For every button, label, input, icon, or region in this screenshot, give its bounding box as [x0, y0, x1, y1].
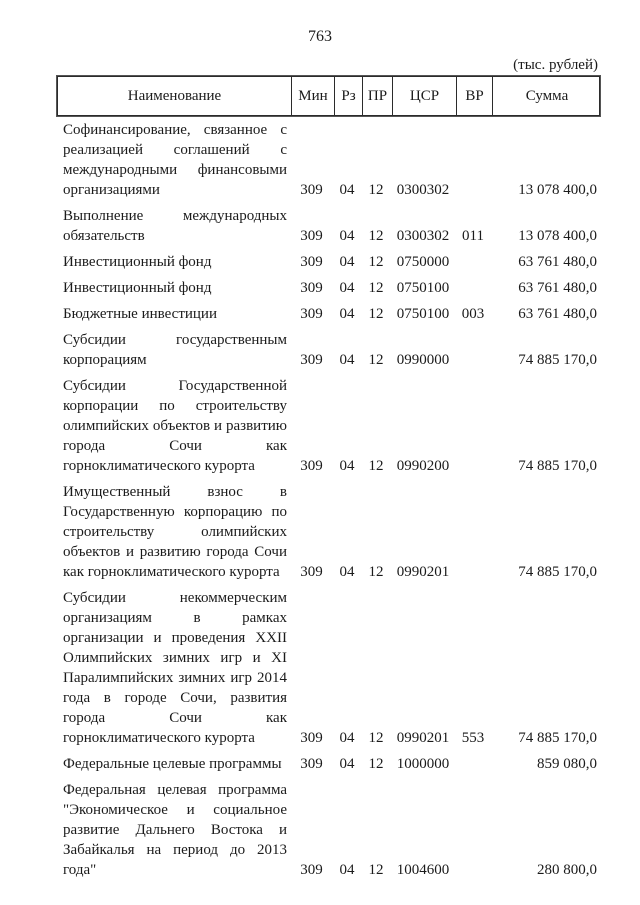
table-header-row: Наименование Мин Рз ПР ЦСР ВР Сумма	[56, 75, 601, 117]
table-row: Федеральные целевые программы 309 04 12 …	[57, 754, 600, 774]
sum-cell: 74 885 170,0	[518, 458, 597, 474]
sum-cell: 13 078 400,0	[518, 182, 597, 198]
min-cell: 309	[300, 306, 323, 322]
pr-cell: 12	[368, 862, 384, 878]
vr-cell: 011	[462, 228, 484, 244]
rz-cell: 04	[339, 228, 355, 244]
sum-cell: 63 761 480,0	[518, 306, 597, 322]
table-row: Субсидии государственным корпорациям 309…	[57, 330, 600, 370]
rz-cell: 04	[339, 254, 355, 270]
min-cell: 309	[300, 564, 323, 580]
header-cell-sum: Сумма	[492, 77, 601, 115]
rz-cell: 04	[339, 306, 355, 322]
pr-cell: 12	[368, 756, 384, 772]
csr-cell: 0750100	[396, 306, 450, 322]
csr-cell: 0750000	[396, 254, 450, 270]
pr-cell: 12	[368, 280, 384, 296]
table-row: Выполнение международных обязательств 30…	[57, 206, 600, 246]
table-row: Федеральная целевая программа "Экономиче…	[57, 780, 600, 880]
csr-cell: 0300302	[396, 228, 450, 244]
min-cell: 309	[300, 182, 323, 198]
name-cell: Субсидии государственным корпорациям	[63, 332, 287, 368]
name-cell: Федеральная целевая программа "Экономиче…	[63, 782, 287, 878]
table-row: Субсидии некоммерческим организациям в р…	[57, 588, 600, 748]
name-cell: Выполнение международных обязательств	[63, 208, 287, 244]
rz-cell: 04	[339, 564, 355, 580]
page-number: 763	[308, 28, 332, 45]
rz-cell: 04	[339, 352, 355, 368]
csr-cell: 0990201	[396, 564, 450, 580]
table-body: Софинансирование, связанное с реализацие…	[57, 116, 600, 880]
sum-cell: 74 885 170,0	[518, 352, 597, 368]
sum-cell: 63 761 480,0	[518, 254, 597, 270]
rz-cell: 04	[339, 458, 355, 474]
name-cell: Бюджетные инвестиции	[63, 306, 217, 322]
table-row: Имущественный взнос в Государственную ко…	[57, 482, 600, 582]
rz-cell: 04	[339, 730, 355, 746]
rz-cell: 04	[339, 182, 355, 198]
table-row: Инвестиционный фонд 309 04 12 0750000 63…	[57, 252, 600, 272]
min-cell: 309	[300, 458, 323, 474]
vr-cell: 553	[461, 730, 485, 746]
min-cell: 309	[300, 254, 323, 270]
csr-cell: 0990200	[396, 458, 450, 474]
min-cell: 309	[300, 228, 323, 244]
budget-table: Наименование Мин Рз ПР ЦСР ВР Сумма Софи…	[56, 75, 601, 880]
pr-cell: 12	[368, 730, 384, 746]
name-cell: Имущественный взнос в Государственную ко…	[63, 484, 287, 580]
csr-cell: 0990000	[396, 352, 450, 368]
header-cell-name: Наименование	[127, 87, 222, 104]
min-cell: 309	[300, 280, 323, 296]
csr-cell: 0990201	[396, 730, 450, 746]
name-cell: Субсидии некоммерческим организациям в р…	[63, 590, 287, 746]
rz-cell: 04	[339, 756, 355, 772]
sum-cell: 280 800,0	[537, 862, 597, 878]
rz-cell: 04	[339, 280, 355, 296]
min-cell: 309	[300, 730, 323, 746]
sum-cell: 63 761 480,0	[518, 280, 597, 296]
csr-cell: 1000000	[396, 756, 450, 772]
header-cell-rz: Рз	[334, 77, 362, 115]
units-label: (тыс. рублей)	[513, 57, 598, 73]
pr-cell: 12	[368, 182, 384, 198]
min-cell: 309	[300, 756, 323, 772]
table-row: Инвестиционный фонд 309 04 12 0750100 63…	[57, 278, 600, 298]
sum-cell: 859 080,0	[537, 756, 597, 772]
name-cell: Федеральные целевые программы	[63, 756, 282, 772]
pr-cell: 12	[368, 254, 384, 270]
header-cell-csr: ЦСР	[392, 77, 456, 115]
pr-cell: 12	[368, 352, 384, 368]
name-cell: Инвестиционный фонд	[63, 280, 212, 296]
name-cell: Софинансирование, связанное с реализацие…	[63, 122, 287, 198]
table-row: Софинансирование, связанное с реализацие…	[57, 120, 600, 200]
min-cell: 309	[300, 352, 323, 368]
sum-cell: 13 078 400,0	[518, 228, 597, 244]
csr-cell: 0750100	[396, 280, 450, 296]
header-cell-min: Мин	[291, 77, 334, 115]
sum-cell: 74 885 170,0	[518, 564, 597, 580]
table-row: Субсидии Государственной корпорации по с…	[57, 376, 600, 476]
table-row: Бюджетные инвестиции 309 04 12 0750100 0…	[57, 304, 600, 324]
pr-cell: 12	[368, 306, 384, 322]
sum-cell: 74 885 170,0	[518, 730, 597, 746]
name-cell: Инвестиционный фонд	[63, 254, 212, 270]
rz-cell: 04	[339, 862, 355, 878]
pr-cell: 12	[368, 228, 384, 244]
name-cell: Субсидии Государственной корпорации по с…	[63, 378, 287, 474]
min-cell: 309	[300, 862, 323, 878]
header-cell-vr: ВР	[456, 77, 492, 115]
pr-cell: 12	[368, 564, 384, 580]
pr-cell: 12	[368, 458, 384, 474]
csr-cell: 1004600	[396, 862, 450, 878]
csr-cell: 0300302	[396, 182, 450, 198]
header-cell-pr: ПР	[362, 77, 392, 115]
vr-cell: 003	[461, 306, 485, 322]
